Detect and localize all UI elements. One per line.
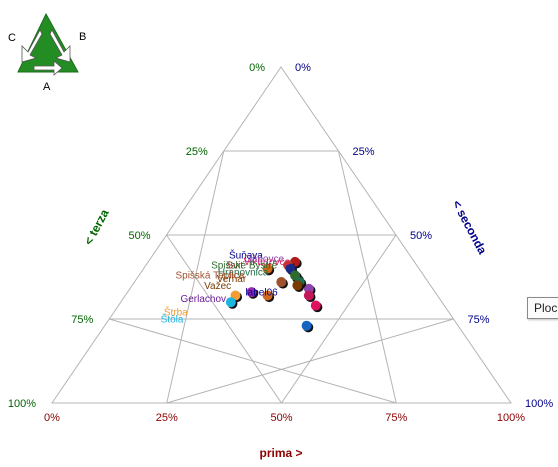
tick-label-seconda: 75% <box>468 314 490 326</box>
grid-line-left <box>166 234 282 404</box>
data-point <box>262 290 273 301</box>
tick-label-seconda: 25% <box>353 146 375 158</box>
point-label: Gánovce <box>244 254 284 265</box>
tick-label-terza: 0% <box>249 62 265 74</box>
tick-label-terza: 75% <box>71 314 93 326</box>
data-point <box>301 320 312 331</box>
logo-label-a: A <box>43 81 51 93</box>
point-label: label06 <box>245 287 278 298</box>
data-point <box>292 280 303 291</box>
tick-label-terza: 25% <box>186 146 208 158</box>
point-label: Vikartovce <box>244 257 291 268</box>
triangle-grid <box>51 66 512 404</box>
tick-label-prima: 0% <box>44 412 60 424</box>
point-label: Važec <box>204 281 231 292</box>
data-point <box>246 287 257 298</box>
point-label: Gerlachov <box>180 294 226 305</box>
tick-label-prima: 50% <box>270 412 292 424</box>
tick-label-seconda: 50% <box>410 230 432 242</box>
data-point <box>225 297 236 308</box>
arrow-a-icon <box>33 60 63 76</box>
tick-label-terza: 50% <box>128 230 150 242</box>
axis-title-terza: < terza <box>81 207 112 248</box>
grid-line-left <box>109 318 397 404</box>
point-label: Svit <box>226 261 243 272</box>
point-label: Hranovnica <box>218 267 269 278</box>
logo: C B A <box>8 12 86 93</box>
data-point <box>303 290 314 301</box>
tick-label-prima: 25% <box>156 412 178 424</box>
tick-label-seconda: 0% <box>295 62 311 74</box>
tick-label-seconda: 100% <box>525 398 553 410</box>
point-label: Štrba <box>164 306 188 319</box>
point-label: Vernár <box>217 274 247 285</box>
point-label: Šuňava <box>229 249 263 262</box>
axis-title-seconda: < seconda <box>449 198 489 257</box>
data-point <box>276 277 287 288</box>
axis-ticks: 0% 100% 0% 25% 75% 25% 50% 50% 50% 75% 25% 75% 100% 0… <box>8 62 553 424</box>
tooltip: Ploch <box>527 297 558 319</box>
tick-label-terza: 100% <box>8 398 36 410</box>
grid-line-right <box>338 150 397 404</box>
logo-label-b: B <box>79 31 86 43</box>
point-label: Štôla <box>161 312 184 325</box>
tick-label-prima: 75% <box>385 412 407 424</box>
recycle-triangle-icon <box>17 12 79 73</box>
arrow-b-icon <box>49 29 71 63</box>
data-point <box>262 263 273 274</box>
point-label: Spišské Bystré <box>211 261 278 272</box>
point-label: Spišská Teplica <box>175 271 244 282</box>
axis-title-prima: prima > <box>259 446 302 460</box>
arrow-c-icon <box>21 29 43 63</box>
data-points <box>225 256 323 333</box>
data-point <box>310 300 321 311</box>
tick-label-prima: 100% <box>497 412 525 424</box>
logo-label-c: C <box>8 32 16 44</box>
